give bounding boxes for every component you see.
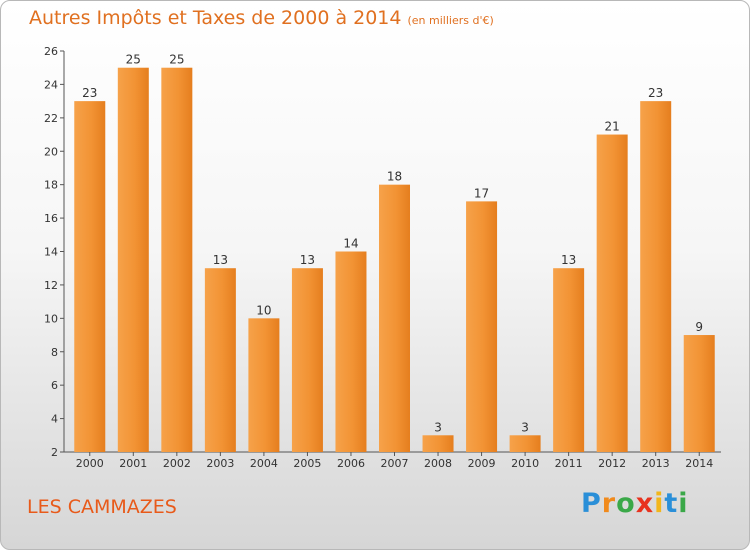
y-tick-label: 14 — [44, 246, 58, 259]
chart-unit: (en milliers d'€) — [407, 14, 494, 27]
data-label: 10 — [256, 303, 271, 317]
x-tick-label: 2004 — [250, 457, 278, 470]
x-tick-label: 2003 — [206, 457, 234, 470]
bar — [640, 101, 672, 452]
logo-letter: i — [678, 488, 689, 519]
y-tick-label: 26 — [44, 45, 58, 58]
y-tick-label: 2 — [51, 446, 58, 459]
y-tick-label: 16 — [44, 212, 58, 225]
y-tick-label: 24 — [44, 78, 58, 91]
chart-title: Autres Impôts et Taxes de 2000 à 2014 — [29, 7, 402, 29]
data-label: 17 — [474, 186, 489, 200]
y-tick-label: 6 — [51, 379, 58, 392]
y-tick-label: 22 — [44, 112, 58, 125]
logo-letter: x — [635, 488, 655, 519]
bar — [596, 134, 628, 452]
data-label: 13 — [213, 253, 228, 267]
x-tick-label: 2000 — [76, 457, 104, 470]
x-tick-label: 2001 — [119, 457, 147, 470]
data-label: 25 — [169, 53, 184, 67]
bar — [117, 67, 149, 452]
bar — [74, 101, 106, 452]
y-tick-label: 4 — [51, 413, 58, 426]
data-label: 21 — [605, 120, 620, 134]
bar — [683, 335, 715, 452]
x-tick-label: 2007 — [381, 457, 409, 470]
data-label: 3 — [434, 420, 442, 434]
x-tick-label: 2013 — [642, 457, 670, 470]
bar — [379, 184, 410, 452]
bar — [248, 318, 280, 452]
chart-title-block: Autres Impôts et Taxes de 2000 à 2014 (en… — [29, 7, 494, 29]
data-label: 14 — [343, 237, 358, 251]
x-tick-label: 2002 — [163, 457, 191, 470]
y-tick-label: 20 — [44, 145, 58, 158]
proxiti-logo[interactable]: Proxiti — [581, 488, 689, 519]
commune-name: LES CAMMAZES — [27, 496, 177, 518]
data-label: 18 — [387, 170, 402, 184]
logo-letter: o — [616, 488, 636, 519]
x-tick-label: 2006 — [337, 457, 365, 470]
x-tick-label: 2014 — [685, 457, 713, 470]
x-tick-label: 2008 — [424, 457, 452, 470]
data-label: 13 — [561, 253, 576, 267]
x-tick-label: 2009 — [468, 457, 496, 470]
bar — [466, 201, 498, 452]
x-tick-label: 2010 — [511, 457, 539, 470]
data-label: 23 — [648, 86, 663, 100]
data-label: 25 — [126, 53, 141, 67]
bar — [204, 268, 236, 452]
y-tick-label: 12 — [44, 279, 58, 292]
y-tick-label: 10 — [44, 312, 58, 325]
x-tick-label: 2012 — [598, 457, 626, 470]
logo-letter: P — [581, 488, 602, 519]
data-label: 13 — [300, 253, 315, 267]
bar — [509, 435, 541, 452]
x-tick-label: 2005 — [293, 457, 321, 470]
bar — [291, 268, 323, 452]
logo-letter: i — [654, 488, 665, 519]
bar — [553, 268, 585, 452]
y-tick-label: 18 — [44, 179, 58, 192]
y-tick-label: 8 — [51, 346, 58, 359]
bar — [161, 67, 193, 452]
data-label: 23 — [82, 86, 97, 100]
x-tick-label: 2011 — [555, 457, 583, 470]
data-label: 3 — [521, 420, 529, 434]
bar — [335, 251, 367, 452]
bar — [422, 435, 454, 452]
logo-letter: r — [601, 488, 617, 519]
data-label: 9 — [695, 320, 703, 334]
logo-letter: t — [664, 488, 679, 519]
